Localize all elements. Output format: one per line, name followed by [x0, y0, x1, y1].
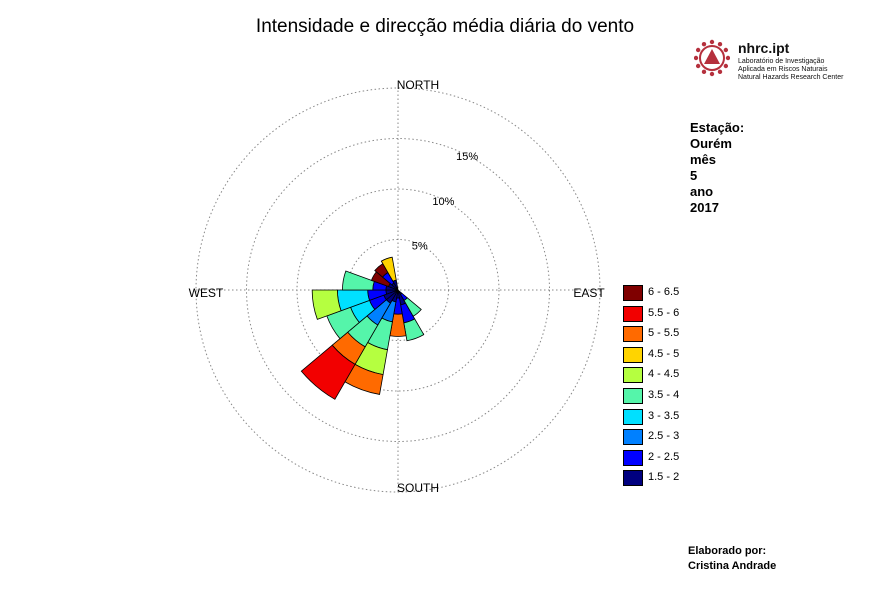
legend-swatch	[623, 346, 643, 363]
legend-swatch	[623, 285, 643, 301]
legend-label: 5 - 5.5	[648, 327, 680, 340]
logo-tooth	[725, 55, 730, 61]
legend-label: 3.5 - 4	[648, 389, 680, 401]
ring-label-15: 15%	[456, 151, 478, 163]
credit-author: Cristina Andrade	[688, 560, 777, 572]
logo-tooth	[723, 47, 729, 53]
ring-label-10: 10%	[432, 196, 454, 208]
legend-swatch	[623, 449, 643, 466]
month-label: mês	[690, 152, 717, 167]
legend-swatch	[623, 367, 643, 384]
logo-tooth	[723, 63, 729, 69]
grid-rings	[195, 87, 601, 493]
credit: Elaborado por: Cristina Andrade	[688, 544, 776, 574]
ring-label-5: 5%	[412, 240, 428, 252]
legend-label: 1.5 - 2	[648, 471, 680, 484]
logo-tooth	[709, 39, 715, 45]
direction-label-north: NORTH	[397, 78, 439, 92]
chart-title: Intensidade e direcção média diária do v…	[255, 16, 635, 37]
year-value: 2017	[690, 200, 719, 215]
legend-label: 2.5 - 3	[648, 430, 680, 443]
logo-tooth	[717, 69, 723, 75]
logo-name: nhrc.ipt	[738, 40, 790, 56]
logo-tooth	[694, 55, 699, 61]
legend-swatch	[623, 429, 643, 446]
legend-swatch	[623, 408, 643, 425]
legend-swatch	[623, 326, 643, 343]
legend-swatch	[623, 305, 643, 322]
logo-tooth	[701, 69, 707, 75]
direction-label-west: WEST	[189, 286, 224, 300]
sector-340-band-1	[380, 256, 397, 282]
logo-tooth	[695, 63, 701, 69]
month-value: 5	[690, 168, 698, 183]
direction-label-south: SOUTH	[397, 481, 439, 495]
credit-label: Elaborado por:	[688, 545, 767, 557]
logo-tooth	[709, 71, 715, 77]
station-name: Ourém	[690, 136, 732, 151]
logo-subtitle-2: Aplicada em Riscos Naturais	[738, 66, 828, 73]
legend-label: 4.5 - 5	[648, 347, 680, 360]
rose-sectors	[300, 256, 425, 400]
logo-tooth	[717, 41, 723, 47]
legend-label: 3 - 3.5	[648, 409, 680, 422]
triangle-gear-icon	[694, 39, 730, 77]
legend-swatch	[623, 470, 643, 487]
ring-labels: 5% 10% 15%	[412, 151, 479, 252]
logo-tooth	[701, 41, 707, 47]
year-label: ano	[690, 184, 714, 199]
sector-280-band-2	[342, 270, 375, 291]
station-label: Estação:	[690, 120, 745, 135]
legend-label: 6 - 6.5	[648, 286, 680, 298]
sector-220-band-4	[300, 344, 356, 400]
sector-140-band-2	[403, 297, 422, 317]
logo-tooth	[695, 47, 701, 53]
legend-label: 2 - 2.5	[648, 450, 680, 463]
legend-label: 5.5 - 6	[648, 306, 680, 319]
sector-160-band-2	[403, 318, 425, 342]
legend-swatch	[623, 388, 643, 404]
logo-subtitle-3: Natural Hazards Research Center	[738, 74, 844, 81]
sector-260-band-3	[311, 289, 342, 320]
logo-subtitle-1: Laboratório de Investigação	[738, 58, 825, 65]
legend-label: 4 - 4.5	[648, 368, 680, 381]
nhrc-logo: nhrc.ipt Laboratório de Investigação Apl…	[694, 38, 854, 88]
direction-label-east: EAST	[573, 286, 605, 300]
station-info: Estação: Ourém mês 5 ano 2017	[690, 120, 744, 216]
